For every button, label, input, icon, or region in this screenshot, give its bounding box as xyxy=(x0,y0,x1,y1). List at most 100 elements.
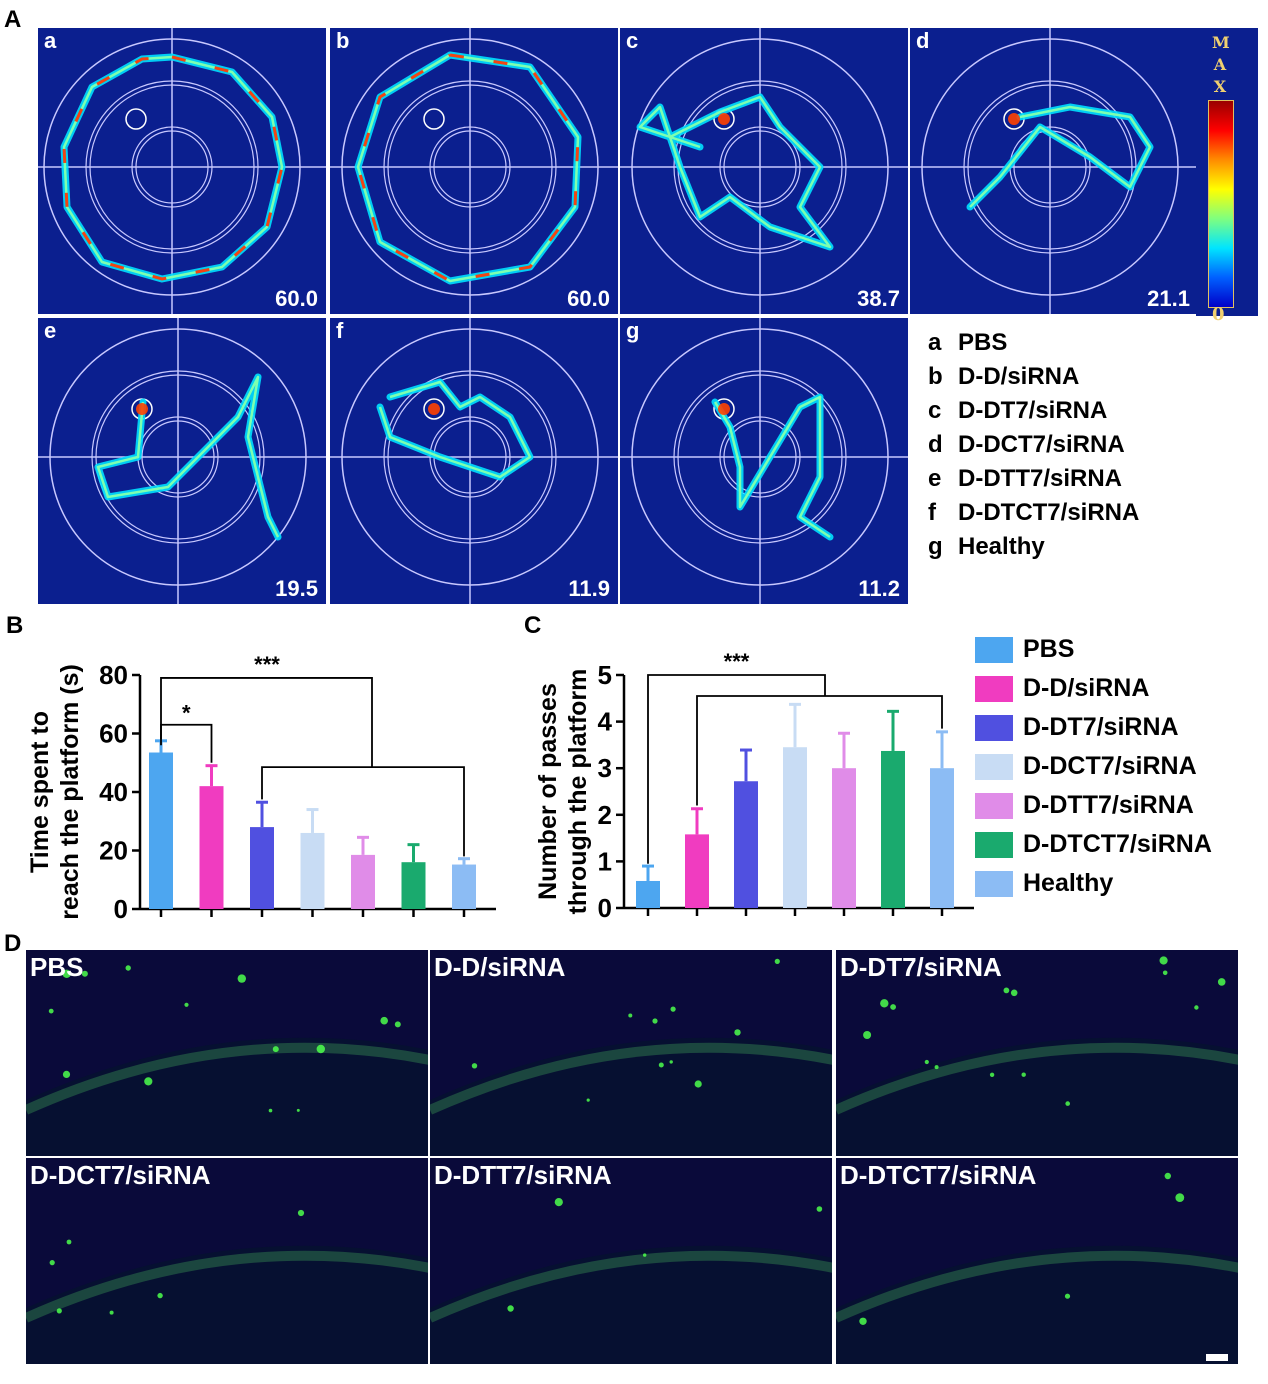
fluorescence-label: D-D/siRNA xyxy=(434,952,566,982)
swim-path-core xyxy=(713,395,831,539)
legend-panel-a: a PBS b D-D/siRNA c D-DT7/siRNA d D-DCT7/siR… xyxy=(928,326,1139,564)
green-cell xyxy=(1159,956,1168,965)
green-cell xyxy=(924,1059,929,1065)
fluorescence-label: PBS xyxy=(30,952,84,982)
legend-swatch xyxy=(975,637,1013,663)
legend-a-item: b D-D/siRNA xyxy=(928,363,1080,390)
legend-swatch xyxy=(975,793,1013,819)
trackplot-letter: a xyxy=(44,28,57,53)
bar xyxy=(783,747,807,908)
green-cell xyxy=(734,1029,741,1036)
platform-hotspot xyxy=(1008,113,1020,125)
trackplot-e: e 19.5 xyxy=(38,318,326,604)
colorbar-min-label: 0 xyxy=(1212,304,1225,325)
green-cell xyxy=(81,970,88,977)
fluorescence-image: D-DT7/siRNA xyxy=(836,950,1238,1156)
green-cell xyxy=(157,1292,163,1299)
y-tick-label: 3 xyxy=(598,753,612,783)
green-cell xyxy=(586,1098,590,1102)
green-cell xyxy=(863,1031,872,1039)
green-cell xyxy=(296,1108,300,1112)
trackplot-value: 19.5 xyxy=(275,576,318,601)
scale-bar xyxy=(1206,1354,1228,1361)
bar xyxy=(300,832,325,909)
panel-label-b: B xyxy=(6,612,24,639)
panel-label-d: D xyxy=(4,930,22,957)
y-axis-label: Time spent to xyxy=(26,711,54,873)
green-cell xyxy=(694,1080,702,1088)
trackplot-letter: f xyxy=(336,318,344,343)
green-cell xyxy=(669,1060,673,1064)
tissue-section xyxy=(836,1158,1238,1364)
y-tick-label: 1 xyxy=(598,846,612,876)
trackplot-value: 11.9 xyxy=(568,576,610,601)
fluorescence-image: D-DCT7/siRNA xyxy=(26,1158,428,1364)
y-axis-label: Number of passes xyxy=(534,683,562,900)
fluorescence-label: D-DCT7/siRNA xyxy=(30,1160,211,1190)
platform-circle xyxy=(423,108,445,130)
green-cell xyxy=(507,1305,514,1312)
y-tick-label: 5 xyxy=(598,660,612,690)
trackplot-drawing xyxy=(910,28,1198,314)
y-tick-label: 0 xyxy=(598,893,612,923)
green-cell xyxy=(62,969,71,978)
bar-chart-time: 0 20 40 60 80 Time spent to reach the platform… xyxy=(26,652,496,924)
y-axis-label: reach the platform (s) xyxy=(56,664,84,920)
swim-path-core xyxy=(969,105,1152,208)
trackplot-letter: g xyxy=(626,318,640,343)
green-cell xyxy=(774,958,780,964)
platform-hotspot xyxy=(718,113,730,125)
legend-swatch xyxy=(975,754,1013,780)
trackplot-g: g 11.2 xyxy=(620,318,908,604)
trackplot-drawing xyxy=(330,318,618,604)
bar-chart-passes: 0 1 2 3 4 5 Number of passes through the platfo… xyxy=(534,649,974,923)
trackplot-letter: e xyxy=(44,318,57,343)
trackplot-letter: c xyxy=(626,28,639,53)
bar xyxy=(452,864,476,909)
green-cell xyxy=(1164,1172,1171,1180)
green-cell xyxy=(394,1021,401,1028)
green-cell xyxy=(48,1008,54,1014)
tissue-section xyxy=(430,950,832,1156)
swim-path-hotspot xyxy=(62,55,284,281)
tissue-dark-region xyxy=(430,1245,832,1364)
green-cell xyxy=(380,1016,389,1025)
green-cell xyxy=(1217,978,1226,986)
green-cell xyxy=(628,1013,633,1018)
bar xyxy=(401,862,426,909)
y-tick-label: 60 xyxy=(99,719,128,749)
bar xyxy=(250,827,274,909)
significance-star: * xyxy=(182,701,191,726)
green-cell xyxy=(859,1317,867,1325)
trackplot-drawing xyxy=(330,28,618,314)
bar xyxy=(734,781,758,908)
green-cell xyxy=(144,1077,153,1086)
colorbar-max-label: MAX xyxy=(1212,33,1230,96)
significance-bracket xyxy=(696,695,943,806)
trackplot-drawing xyxy=(620,28,908,314)
trackplot-letter: b xyxy=(336,28,350,53)
trackplot-c: c 38.7 xyxy=(620,28,908,314)
swim-path-glow xyxy=(636,93,834,251)
legend-swatch xyxy=(975,871,1013,897)
y-tick-label: 20 xyxy=(99,836,128,866)
green-cell xyxy=(297,1209,305,1217)
tissue-dark-region xyxy=(26,1037,428,1156)
bar xyxy=(881,750,905,908)
significance-bracket xyxy=(647,674,826,864)
green-cell xyxy=(1010,989,1018,997)
significance-star: *** xyxy=(254,652,280,677)
trackplot-drawing xyxy=(38,318,326,604)
green-cell xyxy=(56,1308,62,1314)
y-tick-label: 80 xyxy=(99,660,128,690)
fluorescence-label: D-DT7/siRNA xyxy=(840,952,1002,982)
bar xyxy=(351,854,375,909)
legend-a-item: e D-DTT7/siRNA xyxy=(928,465,1123,492)
green-cell xyxy=(237,974,246,983)
tissue-band xyxy=(430,1250,832,1323)
green-cell xyxy=(109,1310,114,1315)
platform-circle xyxy=(423,398,445,420)
green-cell xyxy=(1003,987,1010,994)
green-cell xyxy=(268,1108,273,1113)
legend-a-item: f D-DTCT7/siRNA xyxy=(928,499,1140,526)
